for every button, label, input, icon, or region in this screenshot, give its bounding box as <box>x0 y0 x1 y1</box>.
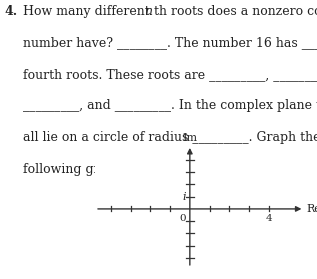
Text: n: n <box>144 4 152 18</box>
Text: i: i <box>182 192 185 202</box>
Text: th roots does a nonzero complex: th roots does a nonzero complex <box>154 4 317 18</box>
Text: following graph.: following graph. <box>23 163 127 176</box>
Text: Im: Im <box>182 133 197 143</box>
Text: How many different: How many different <box>23 4 153 18</box>
Text: all lie on a circle of radius _________. Graph the roots on the: all lie on a circle of radius _________.… <box>23 131 317 144</box>
Text: Re: Re <box>306 204 317 214</box>
Text: 4.: 4. <box>5 4 18 18</box>
Text: number have? ________. The number 16 has ________: number have? ________. The number 16 has… <box>23 36 317 49</box>
Text: fourth roots. These roots are _________, _________,: fourth roots. These roots are _________,… <box>23 68 317 81</box>
Text: 4: 4 <box>265 215 272 223</box>
Text: 0: 0 <box>180 214 186 223</box>
Text: _________, and _________. In the complex plane these roots: _________, and _________. In the complex… <box>23 99 317 112</box>
